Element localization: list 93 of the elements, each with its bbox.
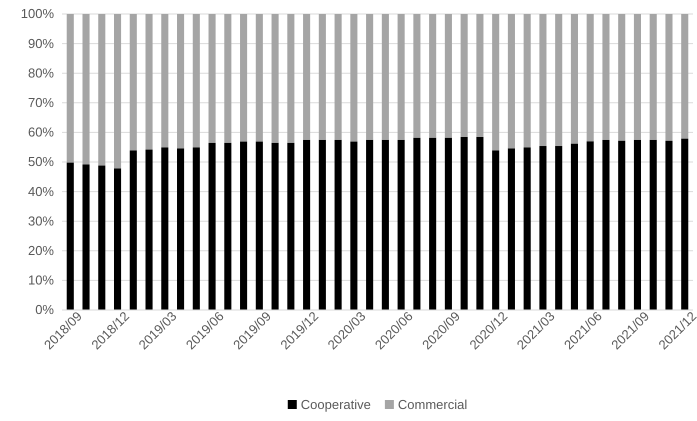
bar <box>429 138 436 310</box>
bar <box>444 138 452 310</box>
bar <box>256 14 263 142</box>
bar <box>382 140 389 310</box>
bar <box>161 14 168 148</box>
bar <box>398 140 405 310</box>
bar <box>303 140 310 310</box>
bar <box>681 14 688 139</box>
bar <box>444 14 452 138</box>
bar <box>508 14 515 148</box>
bar <box>130 150 137 310</box>
y-tick-label: 50% <box>28 154 54 170</box>
bar <box>272 142 279 310</box>
bar <box>66 14 74 163</box>
bar <box>98 14 106 166</box>
bar <box>192 14 200 148</box>
bar <box>413 138 420 310</box>
y-tick-label: 60% <box>28 124 54 140</box>
bar <box>539 14 546 146</box>
bar <box>161 147 168 310</box>
bar <box>130 14 137 150</box>
bar <box>177 14 184 148</box>
bar <box>602 14 610 140</box>
bar <box>665 14 673 141</box>
bar <box>555 146 562 310</box>
bar <box>82 14 90 164</box>
bar <box>508 148 515 310</box>
bar <box>146 150 153 310</box>
bar <box>555 14 562 146</box>
legend-label: Commercial <box>398 397 468 412</box>
bar <box>177 148 184 310</box>
bar <box>366 140 374 310</box>
bar <box>665 140 673 310</box>
bar <box>146 14 153 150</box>
bar <box>287 14 294 143</box>
legend-label: Cooperative <box>300 397 371 412</box>
y-tick-label: 100% <box>20 6 54 22</box>
bar <box>539 146 546 310</box>
y-tick-label: 30% <box>28 213 54 228</box>
bar <box>303 14 310 140</box>
bar <box>460 136 468 310</box>
bar <box>681 138 688 310</box>
bar <box>618 14 626 141</box>
bar <box>634 140 642 310</box>
bar <box>398 14 405 140</box>
y-tick-label: 80% <box>28 65 54 80</box>
bar <box>318 140 326 310</box>
y-tick-label: 40% <box>28 184 54 199</box>
bar <box>602 140 610 310</box>
bar <box>240 142 248 310</box>
bar <box>334 14 342 140</box>
bar <box>208 142 216 310</box>
bar <box>492 150 500 310</box>
bar <box>350 14 358 142</box>
bar <box>476 136 484 310</box>
bar <box>460 14 468 137</box>
bar <box>429 14 436 138</box>
y-tick-label: 10% <box>28 272 54 288</box>
bar <box>524 14 531 148</box>
bar <box>366 14 374 140</box>
bar <box>98 166 106 310</box>
bar <box>586 14 594 142</box>
bar <box>586 141 594 310</box>
y-tick-label: 70% <box>28 94 54 110</box>
bar <box>350 142 358 310</box>
bar <box>66 162 74 310</box>
bar <box>334 140 342 310</box>
y-tick-label: 0% <box>35 302 54 318</box>
bar <box>570 14 578 144</box>
bar <box>476 14 484 137</box>
bar <box>256 142 263 310</box>
bar <box>382 14 389 140</box>
bar <box>524 147 531 310</box>
bar <box>208 14 216 143</box>
bar <box>570 144 578 310</box>
bar <box>192 147 200 310</box>
bar <box>82 164 90 310</box>
y-tick-label: 90% <box>28 36 54 51</box>
bar <box>240 14 248 142</box>
y-tick-label: 20% <box>28 242 54 258</box>
bar <box>224 14 232 143</box>
bar <box>318 14 326 140</box>
bar <box>272 14 279 143</box>
bar <box>634 14 642 140</box>
bar <box>114 14 122 169</box>
bar <box>618 140 626 310</box>
bar <box>114 168 122 310</box>
bar <box>224 142 232 310</box>
bar <box>650 14 657 140</box>
bar <box>492 14 500 150</box>
bar <box>287 142 294 310</box>
bar <box>413 14 420 138</box>
bar <box>650 140 657 310</box>
